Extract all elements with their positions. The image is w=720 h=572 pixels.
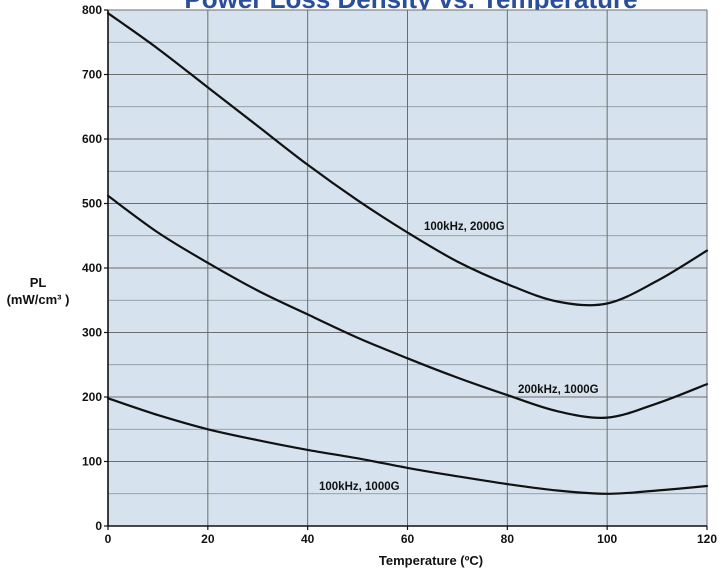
x-tick-label: 120 — [697, 532, 717, 546]
x-axis-label: Temperature (ºC) — [379, 553, 483, 568]
x-tick-label: 100 — [597, 532, 617, 546]
series-line-2 — [106, 397, 709, 495]
series-line-1 — [106, 194, 709, 419]
x-tick-label: 60 — [401, 532, 415, 546]
y-tick-label: 500 — [82, 197, 102, 211]
x-tick-label: 20 — [201, 532, 215, 546]
series-line-0 — [106, 12, 709, 307]
data-series — [106, 12, 709, 495]
y-tick-labels: 0 100 200 300 400 500 600 700 800 — [82, 3, 108, 533]
y-tick-label: 800 — [82, 3, 102, 17]
y-tick-label: 300 — [82, 326, 102, 340]
y-axis-label: PL — [30, 275, 47, 290]
series-label-200khz-1000g: 200kHz, 1000G — [518, 384, 599, 396]
x-tick-label: 40 — [301, 532, 315, 546]
y-tick-label: 400 — [82, 261, 102, 275]
x-tick-label: 0 — [105, 532, 112, 546]
y-tick-label: 600 — [82, 132, 102, 146]
y-tick-label: 700 — [82, 68, 102, 82]
y-tick-label: 200 — [82, 390, 102, 404]
y-tick-label: 0 — [95, 519, 102, 533]
x-tick-labels: 0 20 40 60 80 100 120 — [105, 526, 717, 546]
y-axis-unit: (mW/cm³ ) — [7, 292, 70, 307]
series-label-100khz-2000g: 100kHz, 2000G — [424, 221, 505, 233]
x-tick-label: 80 — [501, 532, 515, 546]
y-tick-label: 100 — [82, 455, 102, 469]
series-label-100khz-1000g: 100kHz, 1000G — [319, 481, 400, 493]
